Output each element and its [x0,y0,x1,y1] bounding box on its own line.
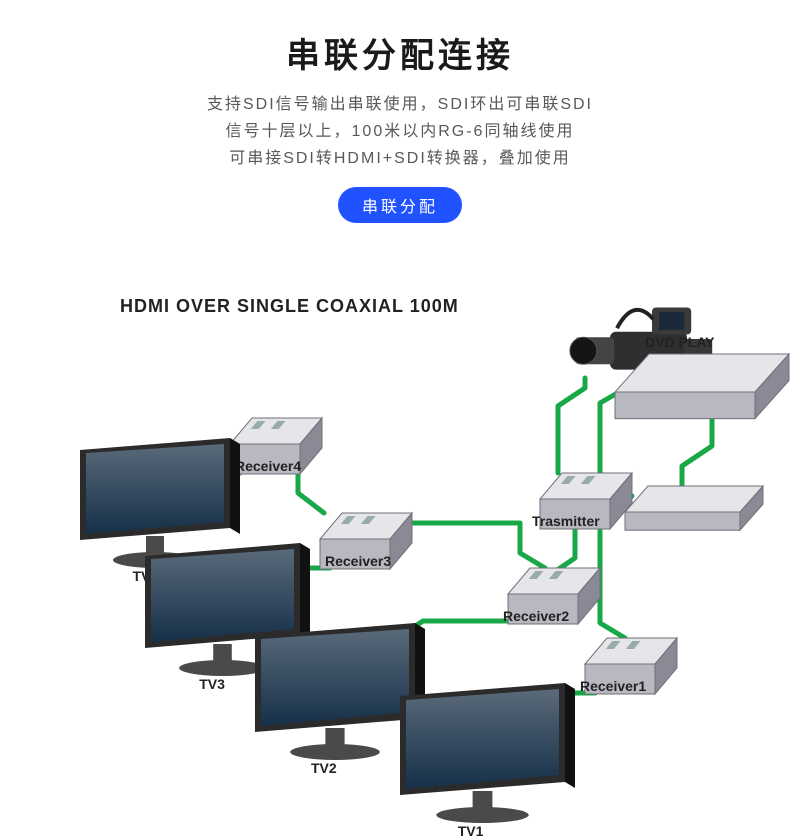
diagram-title: HDMI OVER SINGLE COAXIAL 100M [120,296,459,317]
device-label: TV2 [311,760,337,776]
badge-series-distribution: 串联分配 [338,187,462,223]
page-title: 串联分配连接 [0,28,800,77]
device-label: Receiver2 [503,608,569,624]
device-label: TV1 [458,823,484,839]
device-label: TV3 [199,676,225,692]
subtitle-line-1: 支持SDI信号输出串联使用，SDI环出可串联SDI [207,96,593,113]
device-label: Receiver3 [325,553,391,569]
connection-diagram: HDMI OVER SINGLE COAXIAL 100M DVD PLAY T… [0,288,800,828]
device-label: Trasmitter [532,513,600,529]
subtitle-line-3: 可串接SDI转HDMI+SDI转换器，叠加使用 [229,150,571,167]
tv-monitor-icon [400,683,595,834]
splitter-box-icon [625,486,765,545]
dvd-player-icon [615,354,791,437]
page-subtitle: 支持SDI信号输出串联使用，SDI环出可串联SDI 信号十层以上，100米以内R… [0,91,800,173]
device-label: DVD PLAY [645,334,715,350]
subtitle-line-2: 信号十层以上，100米以内RG-6同轴线使用 [226,123,575,140]
